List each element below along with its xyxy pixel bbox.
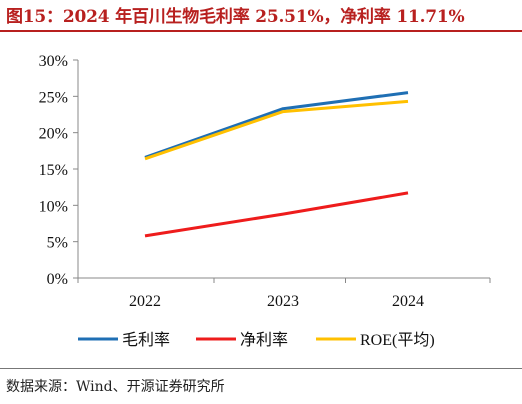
y-tick-label: 30% xyxy=(39,53,68,70)
y-tick-label: 0% xyxy=(47,271,68,288)
legend-label: 毛利率 xyxy=(122,331,170,349)
x-tick-label: 2022 xyxy=(129,293,161,310)
data-source-note: 数据来源：Wind、开源证券研究所 xyxy=(6,379,225,395)
figure-title: 图15：2024 年百川生物毛利率 25.51%，净利率 11.71% xyxy=(6,7,465,27)
legend-label: 净利率 xyxy=(240,331,288,349)
chart-area: 0% 5% 10% 15% 20% 25% 30% 2022 2023 2024 毛利率 净利率 ROE… xyxy=(0,32,522,367)
series-line xyxy=(144,191,409,238)
y-tick-label: 15% xyxy=(39,162,68,179)
title-divider xyxy=(0,30,522,32)
source-divider xyxy=(0,368,522,369)
legend-label: ROE(平均) xyxy=(360,331,435,349)
x-tick-label: 2023 xyxy=(267,293,299,310)
series-line xyxy=(144,91,409,159)
line-chart: 0% 5% 10% 15% 20% 25% 30% 2022 2023 2024 毛利率 净利率 ROE… xyxy=(39,53,491,349)
y-tick-label: 10% xyxy=(39,198,68,215)
y-tick-label: 5% xyxy=(47,235,68,252)
x-tick-label: 2024 xyxy=(392,293,424,310)
y-tick-label: 25% xyxy=(39,89,68,106)
series-line xyxy=(144,99,409,161)
y-tick-label: 20% xyxy=(39,126,68,143)
